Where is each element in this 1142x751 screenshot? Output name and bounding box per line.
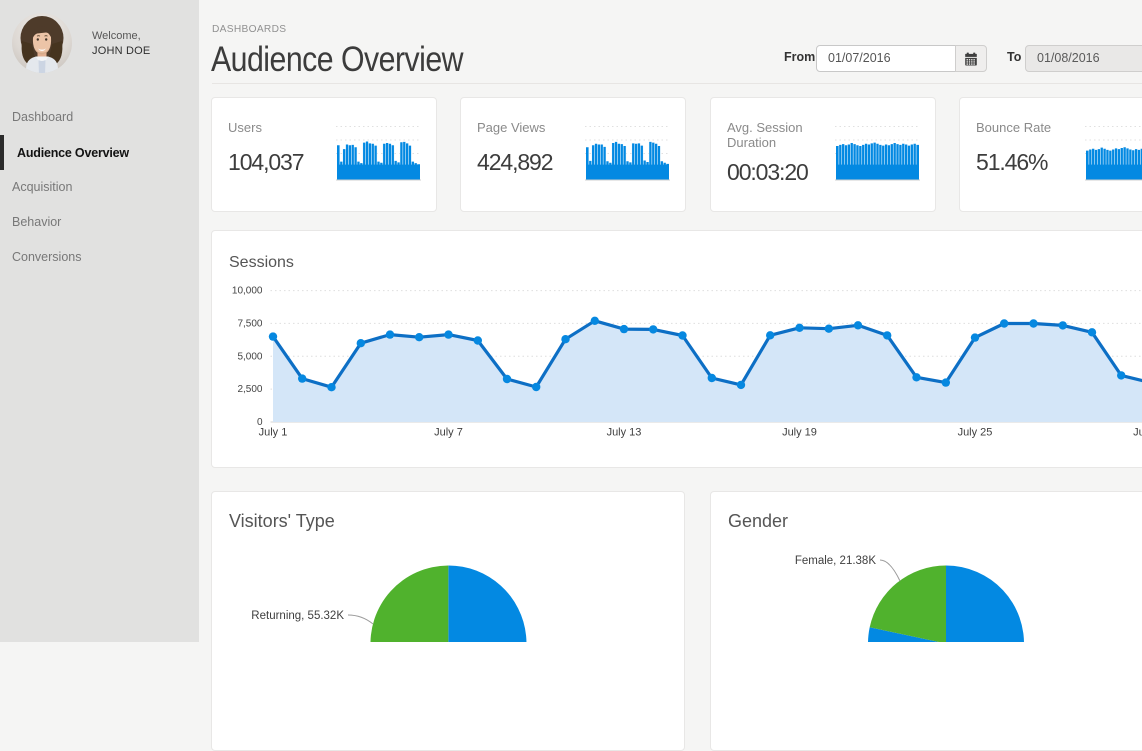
- svg-text:July 7: July 7: [434, 427, 463, 439]
- svg-text:July 13: July 13: [607, 427, 642, 439]
- svg-text:5,000: 5,000: [237, 351, 262, 362]
- svg-text:July 1: July 1: [259, 427, 288, 439]
- svg-text:July 19: July 19: [782, 427, 817, 439]
- svg-text:Female, 21.38K: Female, 21.38K: [795, 555, 877, 567]
- svg-text:July 25: July 25: [958, 427, 993, 439]
- svg-text:July 31: July 31: [1133, 427, 1142, 439]
- svg-text:0: 0: [257, 417, 263, 428]
- svg-text:2,500: 2,500: [237, 384, 262, 395]
- svg-text:10,000: 10,000: [232, 286, 263, 297]
- svg-text:Returning, 55.32K: Returning, 55.32K: [251, 610, 344, 622]
- svg-text:7,500: 7,500: [237, 318, 262, 329]
